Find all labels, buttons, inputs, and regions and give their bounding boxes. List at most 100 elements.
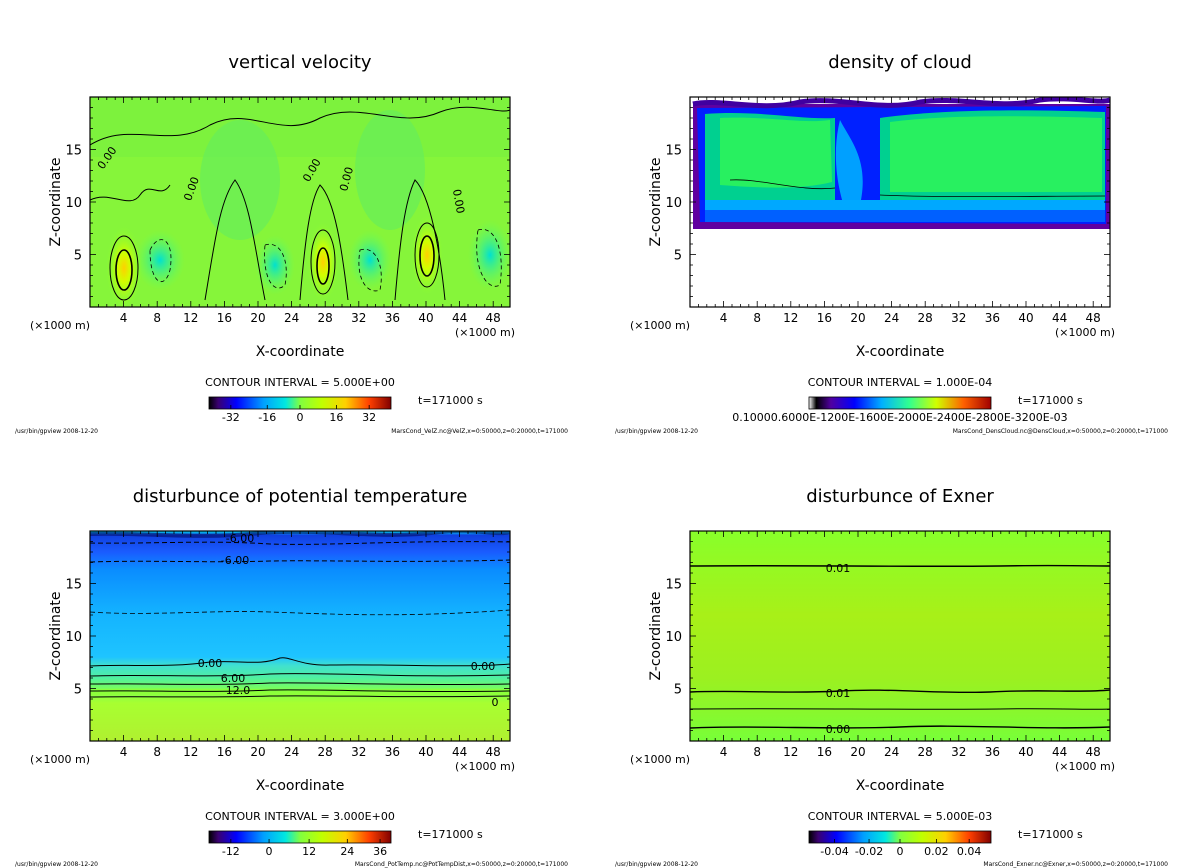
panel-title: vertical velocity [228,52,372,73]
contour-label: 0.00 [337,166,356,193]
x-unit-left: (×1000 m) [30,753,90,766]
colorbar-tick-label: 36 [373,845,387,858]
y-tick-label: 10 [65,196,82,211]
contour-label: -6.00 [221,554,249,567]
y-tick-label: 15 [665,144,682,159]
x-tick-label: 44 [1052,745,1067,759]
x-tick-label: 32 [351,745,366,759]
x-tick-label: 28 [918,745,933,759]
x-tick-label: 44 [452,311,467,325]
x-tick-label: 36 [985,745,1000,759]
colorbar-tick-label: 16 [329,411,343,424]
colorbar-tick-label: -12 [222,845,240,858]
colorbar-tick-label: -16 [258,411,276,424]
colorbar-tick-label: 0.04 [957,845,982,858]
panel-title: disturbunce of potential temperature [133,486,468,507]
y-tick-label: 15 [65,144,82,159]
footer-program: /usr/bin/gpview 2008-12-20 [615,428,698,435]
x-tick-label: 36 [985,311,1000,325]
x-tick-label: 16 [217,311,232,325]
colorbar-tick-label: -0.02 [855,845,883,858]
x-tick-label: 28 [318,311,333,325]
x-tick-label: 40 [418,745,433,759]
x-tick-label: 40 [1018,311,1033,325]
panel-exner: disturbunce of Exner 0.010.010.00 4 8 12 16… [615,486,1168,868]
contour-label: -6.00 [226,532,254,545]
contour-label: 6.00 [221,672,246,685]
x-tick-label: 36 [385,311,400,325]
colorbar-tick-overlap: 0.10000.6000E-1200E-1600E-2000E-2400E-28… [732,411,1067,424]
contour-label: 12.0 [226,684,251,697]
y-axis-label: Z-coordinate [648,591,664,680]
colorbar [208,830,392,844]
x-tick-label: 4 [720,745,728,759]
contour-label: 0.00 [198,657,223,670]
heatmap-field [690,531,1110,741]
x-axis-label: X-coordinate [256,344,345,360]
x-tick-label: 48 [486,311,501,325]
footer-program: /usr/bin/gpview 2008-12-20 [15,861,98,868]
x-tick-label: 12 [783,745,798,759]
colorbar-ticks: -12 0 12 24 36 [222,839,387,858]
y-tick-label: 15 [665,578,682,593]
x-unit-right: (×1000 m) [455,760,515,773]
contour-label: 0 [492,696,499,709]
footer-source: MarsCond_PotTemp.nc@PotTempDist,x=0:5000… [355,861,568,868]
y-axis-label: Z-coordinate [648,157,664,246]
footer-source: MarsCond_VelZ.nc@VelZ,x=0:50000,z=0:2000… [391,428,568,435]
x-tick-label: 24 [884,311,899,325]
x-axis-label: X-coordinate [856,344,945,360]
x-tick-label: 32 [951,311,966,325]
time-label: t=171000 s [1018,394,1083,407]
x-tick-label: 44 [1052,311,1067,325]
x-tick-label: 28 [918,311,933,325]
contour-label: 0.01 [826,687,851,700]
time-label: t=171000 s [418,828,483,841]
x-tick-label: 40 [418,311,433,325]
contour-interval: CONTOUR INTERVAL = 5.000E-03 [808,810,992,823]
heatmap-field [90,531,510,741]
colorbar [808,396,992,410]
colorbar-tick-label: 0 [897,845,904,858]
colorbar-ticks: -0.04 -0.02 0 0.02 0.04 [820,839,981,858]
x-tick-label: 24 [284,311,299,325]
x-tick-label: 44 [452,745,467,759]
x-axis-label: X-coordinate [256,778,345,794]
x-tick-label: 4 [120,311,128,325]
heatmap-field [90,97,510,307]
contour-interval: CONTOUR INTERVAL = 3.000E+00 [205,810,395,823]
contour-labels: 0.01 0.01 0.00 [826,562,851,736]
footer-program: /usr/bin/gpview 2008-12-20 [615,861,698,868]
x-tick-label: 8 [753,745,761,759]
footer-program: /usr/bin/gpview 2008-12-20 [15,428,98,435]
x-tick-label: 36 [385,745,400,759]
contour-label: 0.00 [471,660,496,673]
x-tick-label: 12 [183,311,198,325]
colorbar-tick-label: 0.02 [924,845,949,858]
colorbar-tick-label: 0 [297,411,304,424]
x-tick-label: 8 [153,311,161,325]
y-tick-label: 10 [665,630,682,645]
x-tick-label: 28 [318,745,333,759]
x-tick-label: 48 [1086,745,1101,759]
x-unit-left: (×1000 m) [630,753,690,766]
colorbar-tick-label: -0.04 [820,845,848,858]
x-unit-left: (×1000 m) [30,319,90,332]
x-tick-label: 48 [1086,311,1101,325]
x-tick-label: 32 [351,311,366,325]
x-tick-label: 4 [720,311,728,325]
x-tick-label: 16 [817,745,832,759]
x-tick-label: 24 [284,745,299,759]
time-label: t=171000 s [1018,828,1083,841]
x-tick-label: 4 [120,745,128,759]
contour-interval: CONTOUR INTERVAL = 5.000E+00 [205,376,395,389]
heatmap-field [690,97,1110,307]
x-unit-right: (×1000 m) [455,326,515,339]
panel-vertical-velocity: vertical velocity [15,52,568,435]
colorbar-tick-label: 0 [266,845,273,858]
panel-title: disturbunce of Exner [806,486,994,507]
x-tick-label: 16 [217,745,232,759]
